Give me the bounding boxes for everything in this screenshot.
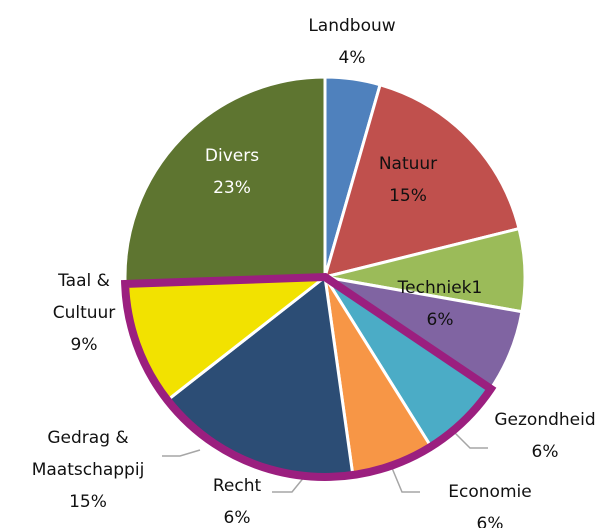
- slice-label: Divers 23%: [162, 140, 302, 204]
- category-name: Economie: [448, 482, 532, 502]
- category-name: Gezondheid: [494, 410, 596, 430]
- value-label: 6%: [531, 442, 559, 462]
- slice-label: Natuur 15%: [338, 148, 478, 212]
- pie-slice: [123, 75, 327, 286]
- value-label: 6%: [223, 508, 251, 528]
- slice-label: Techniek1 6%: [370, 272, 510, 336]
- category-name: Gedrag & Maatschappij: [31, 428, 145, 480]
- slice-label: Economie 6%: [420, 476, 560, 528]
- category-name: Techniek1: [397, 278, 483, 298]
- slice-label: Recht 6%: [167, 470, 307, 528]
- category-name: Taal & Cultuur: [52, 271, 116, 323]
- slice-label: Landbouw 4%: [282, 10, 422, 74]
- value-label: 23%: [213, 178, 251, 198]
- slice-label: Gezondheid 6%: [475, 404, 615, 468]
- value-label: 9%: [70, 335, 98, 355]
- category-name: Recht: [212, 476, 262, 496]
- leader-line: [162, 449, 201, 457]
- pie-slice: [322, 82, 521, 280]
- value-label: 15%: [389, 186, 427, 206]
- category-name: Landbouw: [308, 16, 396, 36]
- leader-line: [391, 467, 420, 493]
- value-label: 4%: [338, 48, 366, 68]
- value-label: 15%: [69, 492, 107, 512]
- highlight-outline: [120, 272, 497, 481]
- leader-line: [272, 475, 306, 493]
- slice-label: Taal & Cultuur 9%: [44, 265, 124, 361]
- category-name: Natuur: [378, 154, 438, 174]
- slice-label: Gedrag & Maatschappij 15%: [18, 422, 158, 518]
- leader-line: [451, 429, 488, 449]
- value-label: 6%: [476, 514, 504, 528]
- category-name: Divers: [204, 146, 260, 166]
- value-label: 6%: [426, 310, 454, 330]
